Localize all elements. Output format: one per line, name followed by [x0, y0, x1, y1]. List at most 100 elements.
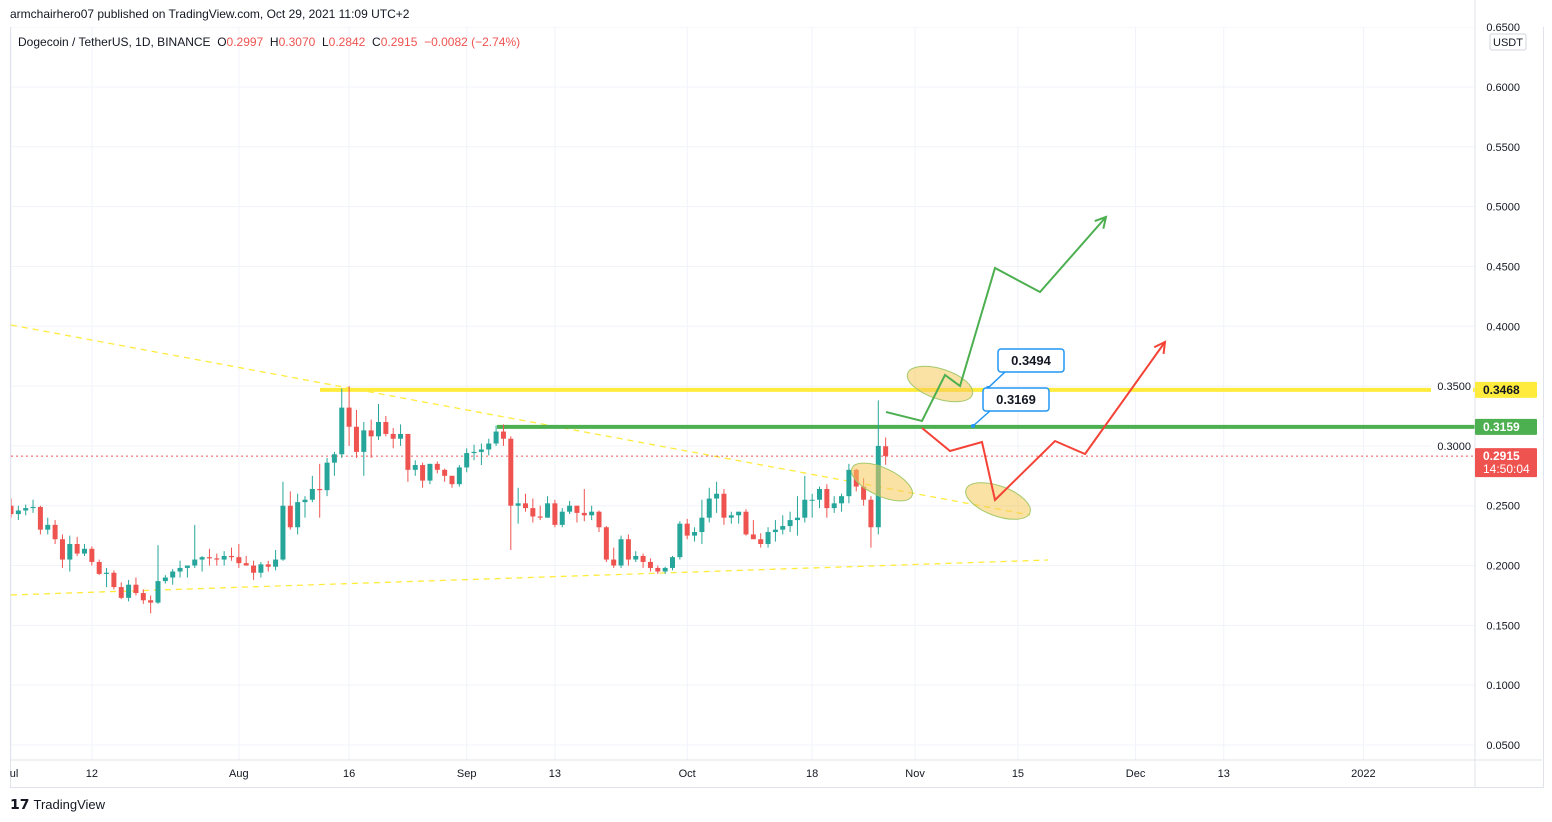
candle-body [618, 539, 624, 566]
candle-body [74, 544, 80, 554]
y-tick-label: 0.3500 [1437, 381, 1471, 393]
candle-body [243, 563, 249, 566]
ascending-trendline [11, 559, 1049, 596]
x-tick-label: Sep [457, 768, 477, 780]
y-tick-label: 0.2500 [1486, 501, 1520, 513]
candle-body [184, 565, 190, 568]
candle-body [148, 600, 154, 603]
x-tick-label: 13 [1218, 768, 1230, 780]
candle-body [287, 505, 293, 528]
candle-body [331, 454, 337, 463]
highlight-ellipse [851, 462, 913, 502]
symbol-name: Dogecoin / TetherUS, 1D, BINANCE [18, 35, 211, 49]
price-callout-box [997, 348, 1065, 373]
candle-body [515, 503, 521, 506]
candle-body [809, 499, 815, 501]
candle-body [677, 523, 683, 558]
candle-body [361, 430, 367, 452]
candle-body [280, 505, 286, 560]
candle-body [559, 511, 565, 525]
last-price-tag: 0.2915 [1483, 449, 1520, 463]
x-tick-label: 18 [806, 768, 818, 780]
open-value: 0.2997 [226, 35, 264, 49]
currency-label: USDT [1493, 37, 1523, 49]
candle-body [376, 421, 381, 437]
candle-body [302, 499, 308, 503]
candle-body [52, 524, 58, 540]
close-value: 0.2915 [380, 35, 418, 49]
brand-text: TradingView [33, 797, 106, 812]
candle-body [868, 499, 874, 528]
candle-body [493, 431, 499, 444]
y-tick-label-bg [1431, 438, 1473, 453]
chart-frame [10, 27, 1544, 788]
candle-body [765, 532, 771, 545]
candle-body [500, 431, 506, 439]
y-tick-label: 0.6500 [1486, 22, 1520, 34]
candle-body [728, 515, 734, 518]
resistance-price-tag-bg [1475, 381, 1537, 398]
candle-body [802, 499, 808, 518]
candle-body [567, 505, 573, 512]
candle-body [258, 564, 264, 573]
candle-body [743, 511, 749, 535]
candle-body [545, 503, 551, 518]
candle-body [427, 463, 433, 481]
candle-body [317, 488, 323, 491]
candle-body [655, 567, 661, 572]
candle-body [405, 433, 411, 470]
y-tick-label: 0.1000 [1486, 680, 1520, 692]
price-callout-box [982, 387, 1050, 412]
candle-body [787, 520, 793, 527]
x-tick-label: Nov [905, 768, 925, 780]
plot-area: 0.3494 0.3169 [11, 27, 1475, 760]
candle-body [368, 430, 374, 437]
candle-body [839, 496, 845, 504]
candle-body [104, 572, 110, 574]
callout-anchor [971, 424, 975, 428]
candle-body [442, 469, 448, 476]
candle-body [640, 555, 646, 562]
currency-badge [1489, 33, 1527, 51]
candle-body [126, 584, 132, 598]
candle-body [750, 534, 756, 540]
x-tick-label: 2022 [1351, 768, 1375, 780]
candle-body [236, 557, 242, 564]
candle-body [339, 407, 345, 455]
candle-body [199, 557, 205, 560]
candle-body [449, 475, 455, 485]
candle-body [883, 446, 889, 457]
candle-body [486, 443, 492, 450]
candle-body [37, 506, 43, 530]
candle-body [324, 462, 330, 491]
low-value: 0.2842 [328, 35, 366, 49]
candle-body [111, 572, 117, 588]
x-tick-label: ul [10, 768, 19, 780]
candle-body [574, 505, 580, 513]
last-price-tag: 14:50:04 [1483, 462, 1530, 476]
candle-body [831, 503, 837, 509]
candle-body [780, 526, 786, 530]
candle-body [846, 469, 852, 497]
x-tick-label: 15 [1012, 768, 1024, 780]
y-tick-label: 0.4000 [1486, 321, 1520, 333]
candle-body [596, 511, 602, 528]
y-tick-label: 0.1500 [1486, 620, 1520, 632]
candle-body [434, 463, 440, 470]
candle-body [478, 449, 484, 452]
candle-body [699, 517, 705, 533]
x-tick-label: Oct [679, 768, 696, 780]
candle-body [89, 548, 95, 562]
candle-body [662, 567, 668, 572]
tradingview-brand[interactable]: 𝟭𝟳 TradingView [10, 796, 105, 813]
x-tick-label: Dec [1126, 768, 1146, 780]
callout-pointer [972, 409, 992, 427]
y-tick-label: 0.4500 [1486, 261, 1520, 273]
candle-body [530, 508, 536, 517]
candle-body [23, 508, 29, 511]
candle-body [633, 555, 639, 560]
candle-body [140, 593, 146, 601]
candle-body [647, 561, 653, 568]
candle-body [758, 539, 764, 545]
